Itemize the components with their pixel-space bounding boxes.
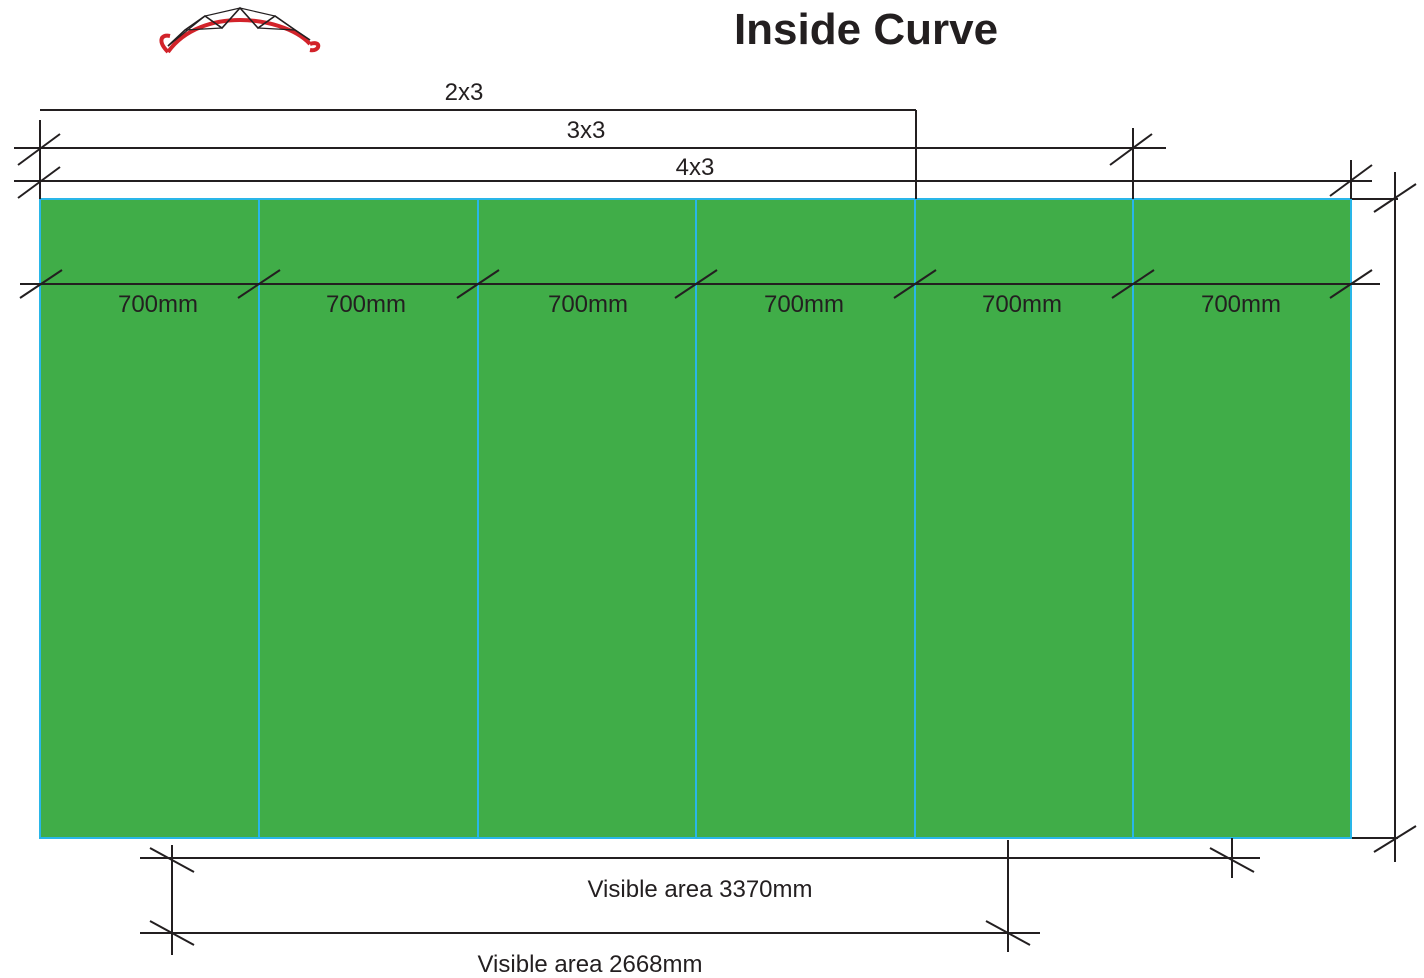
panel-6-width-label: 700mm	[1201, 291, 1281, 318]
panel-1	[39, 198, 260, 839]
dimension-4x3-label: 4x3	[676, 154, 715, 181]
dimension-3x3-label: 3x3	[567, 117, 606, 144]
panel-3-width-label: 700mm	[548, 291, 628, 318]
panel-3	[477, 198, 697, 839]
panel-2-width-label: 700mm	[326, 291, 406, 318]
panel-2	[258, 198, 479, 839]
height-dimension	[1352, 172, 1417, 862]
visible-area-2668-dimension	[140, 840, 1040, 952]
curved-frame-icon	[159, 6, 321, 54]
visible-area-2668-label: Visible area 2668mm	[477, 951, 702, 978]
panel-width-dimension	[19, 269, 1380, 299]
left-extension	[17, 120, 61, 199]
panel-6	[1132, 198, 1352, 839]
panel-1-width-label: 700mm	[118, 291, 198, 318]
dimension-2x3	[40, 109, 917, 199]
panel-4	[695, 198, 916, 839]
visible-area-3370-label: Visible area 3370mm	[587, 876, 812, 903]
panel-4-width-label: 700mm	[764, 291, 844, 318]
height-label: 2220mm	[1418, 473, 1424, 566]
visible-area-3370-dimension	[140, 838, 1260, 955]
dimension-4x3	[14, 160, 1373, 199]
panel-5-width-label: 700mm	[982, 291, 1062, 318]
panel-group	[39, 198, 1352, 839]
page-title: Inside Curve	[734, 5, 998, 54]
dimension-3x3	[14, 128, 1166, 199]
dimension-2x3-label: 2x3	[445, 79, 484, 106]
